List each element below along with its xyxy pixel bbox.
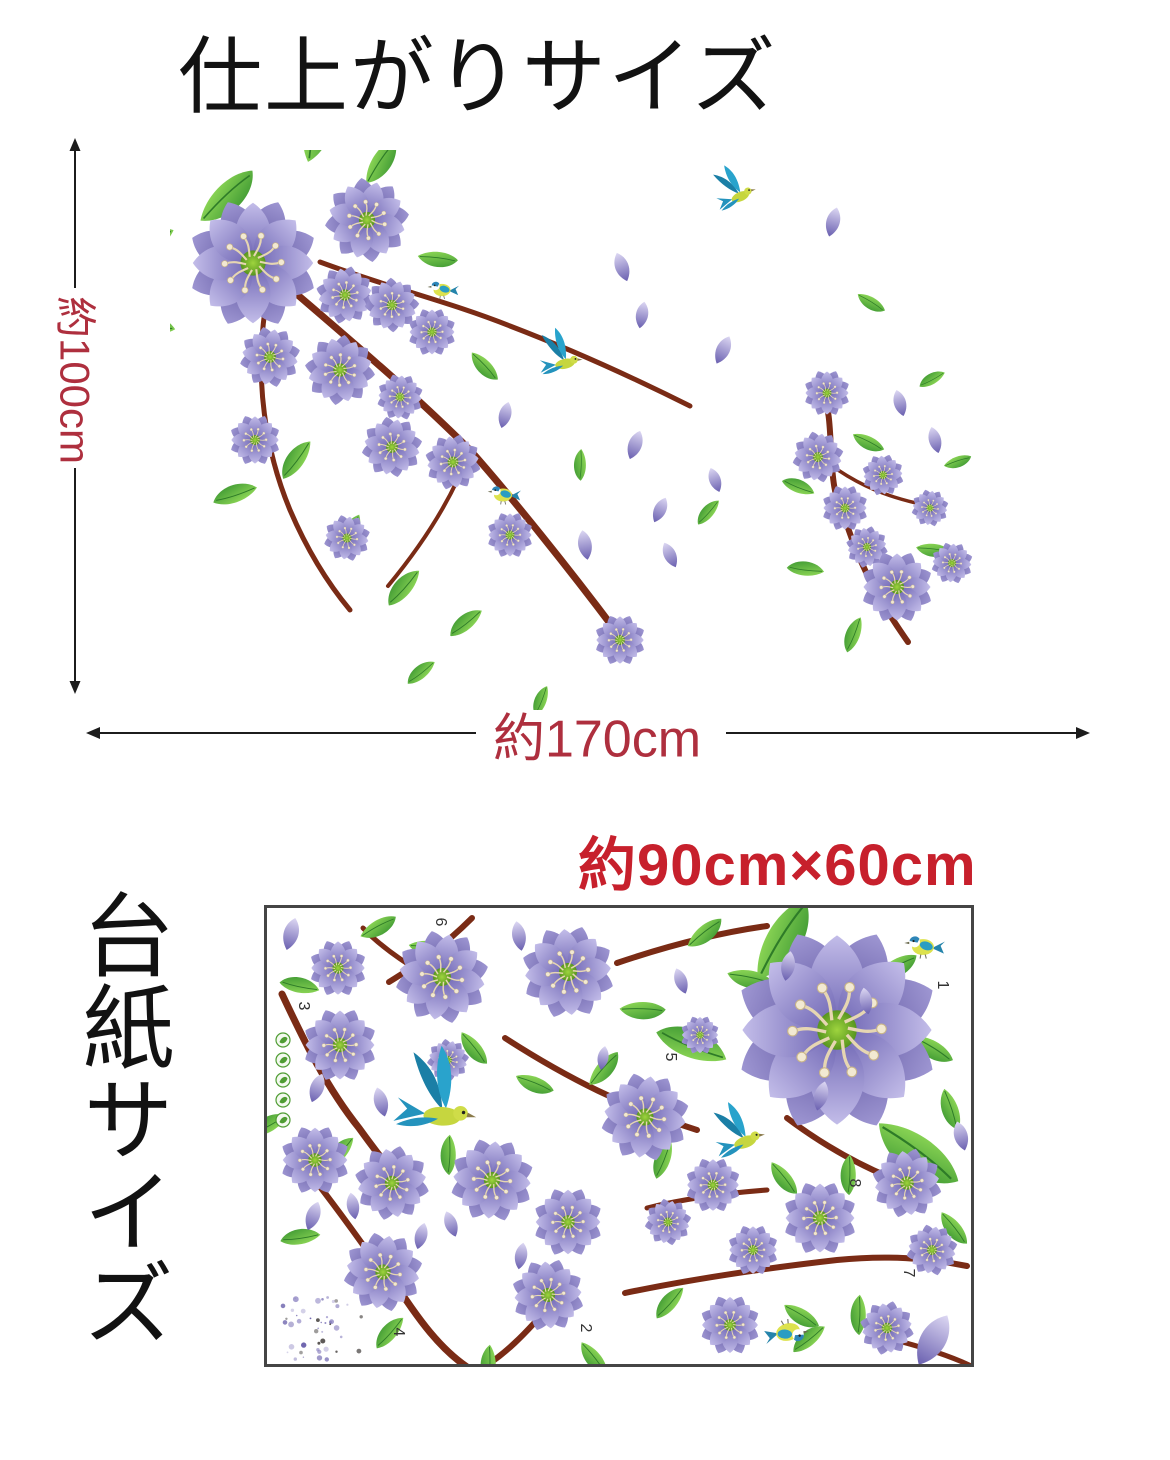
backing-sheet-side-label: 台紙サイズ xyxy=(69,888,171,1348)
petal-icon xyxy=(670,966,692,996)
height-arrow-icon xyxy=(69,138,81,694)
petal-icon xyxy=(440,1209,462,1239)
sheet-marker: 4 xyxy=(390,1327,407,1337)
page-title: 仕上がりサイズ xyxy=(178,30,778,124)
leaf-badge-icon xyxy=(275,1092,291,1108)
flower-icon xyxy=(514,918,622,1026)
leaf-icon xyxy=(849,426,887,459)
flower-icon xyxy=(312,165,422,275)
leaf-icon xyxy=(415,245,460,273)
sheet-marker: 2 xyxy=(577,1323,594,1333)
flower-icon xyxy=(802,368,852,418)
flower-icon xyxy=(278,1123,352,1197)
petal-icon xyxy=(411,1221,431,1251)
leaf-icon xyxy=(576,1336,611,1364)
speckle-cluster xyxy=(280,1296,363,1362)
leaf-icon xyxy=(466,346,502,387)
finished-layout-illustration xyxy=(115,85,1010,718)
leaf-icon xyxy=(916,368,948,390)
petal-icon xyxy=(623,428,647,462)
petal-icon xyxy=(658,540,682,570)
flower-icon xyxy=(859,451,907,499)
leaf-badge-icon xyxy=(275,1072,291,1088)
leaf-icon xyxy=(116,221,180,264)
petal-icon xyxy=(890,388,910,418)
petal-icon xyxy=(710,333,736,367)
sheet-marker: 7 xyxy=(900,1268,917,1278)
sheet-marker: 3 xyxy=(295,1001,312,1011)
leaf-icon xyxy=(617,996,667,1024)
backing-sheet: 6 3 5 1 8 2 4 7 xyxy=(264,905,974,1367)
leaf-icon xyxy=(512,1066,557,1102)
flower-icon xyxy=(531,1185,605,1259)
flower-icon xyxy=(373,370,427,424)
flower-icon xyxy=(444,1132,540,1228)
flower-icon xyxy=(233,320,307,394)
flower-icon xyxy=(592,1064,698,1170)
petal-icon xyxy=(705,466,725,494)
leaf-icon xyxy=(436,1133,461,1177)
sheet-marker: 5 xyxy=(662,1052,679,1062)
petal-icon xyxy=(822,205,844,239)
leaf-icon xyxy=(279,1228,321,1246)
leaf-icon xyxy=(272,436,319,483)
sheet-marker: 8 xyxy=(846,1178,863,1188)
petal-icon xyxy=(610,250,634,284)
branch-icon xyxy=(317,259,693,409)
petal-icon xyxy=(925,425,945,455)
perched-bird-icon xyxy=(427,281,460,300)
flower-icon xyxy=(346,1137,438,1229)
flower-icon xyxy=(309,259,381,331)
sheet-marker: 1 xyxy=(934,980,951,990)
leaf-icon xyxy=(854,287,888,319)
leaf-icon xyxy=(785,556,826,582)
flower-icon xyxy=(907,485,953,531)
sheet-marker: 6 xyxy=(432,917,449,927)
flower-icon xyxy=(683,1155,743,1215)
flying-bird-icon xyxy=(710,159,759,212)
flower-icon xyxy=(354,409,430,485)
leaf-icon xyxy=(443,605,488,640)
petal-icon xyxy=(633,300,651,330)
petal-icon xyxy=(648,495,672,525)
leaf-badge-icon xyxy=(275,1112,291,1128)
petal-icon xyxy=(575,529,595,561)
petal-icon xyxy=(509,920,529,952)
backing-sheet-size-label: 約90cm×60cm xyxy=(578,833,977,898)
leaf-icon xyxy=(691,496,725,528)
width-arrow-icon xyxy=(86,727,1090,739)
leaf-icon xyxy=(836,614,870,655)
petal-icon xyxy=(512,1241,530,1271)
height-dimension-label: 約100cm xyxy=(51,295,99,465)
flower-icon xyxy=(820,483,870,533)
flower-icon xyxy=(786,425,850,489)
flower-icon xyxy=(419,428,487,496)
flower-icon xyxy=(406,306,458,358)
flower-icon xyxy=(698,1293,762,1357)
petal-icon xyxy=(344,1191,362,1221)
leaf-icon xyxy=(115,305,179,344)
leaf-badge-icon xyxy=(275,1052,291,1068)
leaf-icon xyxy=(766,1156,801,1201)
leaf-icon xyxy=(942,453,974,471)
petal-icon xyxy=(301,1199,325,1233)
flying-bird-icon xyxy=(710,1097,768,1159)
petal-icon xyxy=(495,400,515,430)
flower-icon xyxy=(294,324,386,416)
flower-icon xyxy=(592,612,648,668)
leaf-icon xyxy=(289,85,345,167)
leaf-badge-icon xyxy=(275,1032,291,1048)
flower-icon xyxy=(300,1005,380,1085)
leaf-icon xyxy=(570,447,590,482)
petal-icon xyxy=(370,1085,392,1119)
flower-icon xyxy=(319,510,375,566)
flower-icon xyxy=(385,920,499,1034)
petal-icon xyxy=(279,916,303,952)
width-dimension-label: 約170cm xyxy=(492,710,702,769)
leaf-icon xyxy=(402,657,440,687)
leaf-icon xyxy=(210,480,260,508)
